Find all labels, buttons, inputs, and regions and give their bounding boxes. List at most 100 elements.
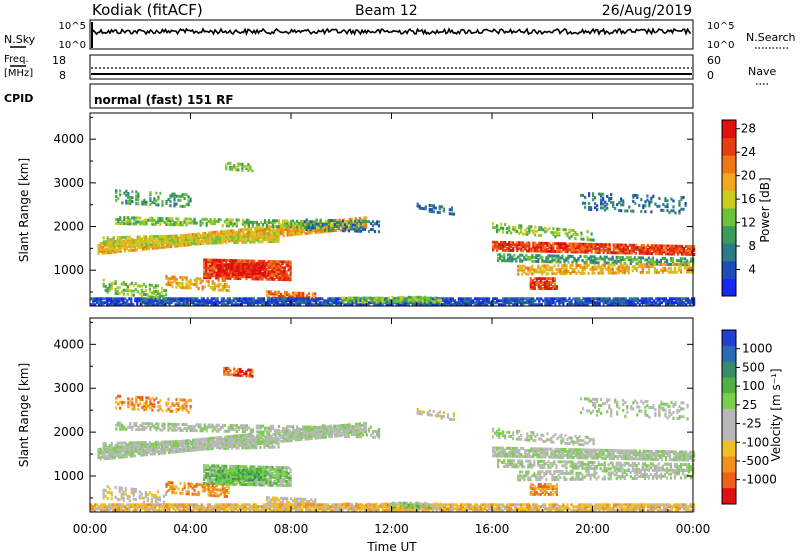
power-cell: [494, 301, 497, 305]
power-cell: [674, 250, 678, 254]
power-cell: [656, 252, 659, 256]
power-cell: [247, 220, 250, 224]
power-cell: [233, 166, 236, 170]
power-cell: [588, 207, 591, 211]
power-cell: [132, 283, 135, 287]
power-cell: [205, 270, 208, 274]
power-cell: [150, 301, 153, 305]
power-cell: [576, 303, 579, 307]
power-cell: [363, 220, 367, 223]
power-cell: [496, 246, 499, 250]
power-cell: [245, 262, 248, 266]
power-cell: [373, 303, 376, 307]
power-cell: [149, 203, 152, 206]
power-cell: [281, 278, 284, 282]
power-cell: [606, 206, 609, 210]
power-cell: [104, 284, 107, 288]
power-cell: [225, 276, 228, 280]
power-cell: [500, 226, 503, 230]
power-cell: [277, 239, 280, 243]
power-cell: [141, 220, 144, 224]
power-cell: [175, 242, 179, 246]
power-cell: [537, 264, 540, 268]
power-cell: [251, 262, 254, 266]
power-cell: [469, 297, 473, 301]
power-cell: [648, 252, 651, 255]
power-cell: [607, 263, 610, 267]
power-cell: [335, 301, 338, 305]
freq-unit-label: [MHz]: [4, 68, 33, 79]
power-cell: [506, 248, 509, 252]
power-cell: [199, 221, 202, 225]
power-cell: [266, 301, 270, 305]
power-cell: [262, 303, 266, 307]
power-cell: [255, 275, 258, 279]
power-cell: [172, 236, 176, 240]
power-cell: [514, 303, 517, 307]
power-cell: [97, 246, 100, 250]
power-cell: [127, 249, 130, 253]
freq-panel-frame: [89, 54, 694, 80]
power-cell: [568, 242, 571, 246]
power-cell: [399, 303, 402, 307]
power-cell: [321, 297, 324, 301]
power-cell: [220, 299, 223, 303]
power-cell: [618, 245, 621, 249]
power-cell: [135, 202, 138, 206]
power-cell: [597, 263, 600, 267]
power-cell: [263, 271, 267, 275]
power-cell: [186, 303, 189, 307]
power-cell: [136, 235, 139, 239]
power-cell: [277, 276, 280, 279]
power-cell: [92, 303, 95, 307]
power-cell: [225, 271, 228, 275]
power-cell: [195, 241, 198, 245]
power-cell: [529, 281, 532, 285]
power-cell: [668, 250, 672, 254]
power-cell: [146, 239, 149, 243]
power-cell: [203, 270, 206, 274]
power-cell: [148, 283, 151, 287]
power-cell: [327, 299, 330, 303]
power-cell: [521, 253, 524, 257]
power-cell: [215, 272, 218, 275]
power-cell: [290, 233, 293, 237]
power-cell: [574, 244, 577, 248]
power-cell: [601, 263, 604, 267]
power-cell: [375, 300, 378, 304]
power-cell: [544, 230, 547, 234]
power-cell: [305, 301, 308, 305]
power-cell: [136, 303, 139, 307]
power-cell: [591, 265, 594, 269]
power-cell: [287, 260, 290, 264]
power-cell: [530, 301, 533, 305]
power-cell: [553, 283, 556, 287]
power-cell: [560, 301, 563, 305]
power-cell: [539, 266, 542, 270]
power-cell: [215, 235, 218, 239]
power-cell: [602, 206, 605, 210]
power-cell: [561, 264, 564, 268]
power-cell: [241, 240, 244, 244]
power-cell: [427, 303, 430, 307]
power-cell: [453, 303, 456, 307]
power-cell: [598, 192, 601, 196]
power-cell: [650, 303, 653, 307]
power-cell: [570, 228, 573, 232]
power-cell: [630, 243, 633, 247]
power-cell: [603, 265, 606, 269]
power-cell: [379, 298, 382, 302]
power-cell: [586, 236, 589, 240]
nave-tick-bottom: 0: [707, 69, 714, 82]
power-cell: [174, 238, 178, 242]
power-cell: [622, 201, 625, 205]
power-cell: [145, 202, 148, 206]
power-cell: [185, 240, 188, 244]
power-cell: [187, 286, 190, 290]
power-cell: [152, 291, 155, 295]
power-cell: [550, 303, 553, 307]
power-cell: [632, 209, 635, 213]
power-cell: [170, 301, 173, 305]
power-cell: [459, 297, 462, 301]
power-cell: [231, 261, 234, 265]
